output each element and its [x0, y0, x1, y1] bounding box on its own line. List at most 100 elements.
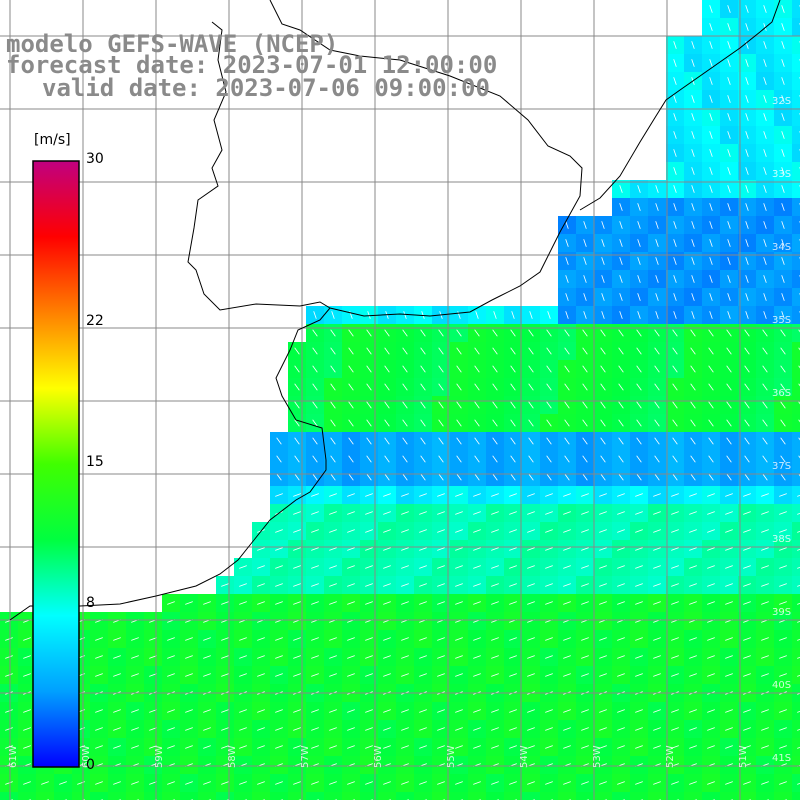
wind-arrow	[294, 365, 300, 373]
wind-arrow	[725, 511, 733, 515]
wind-arrow	[761, 727, 769, 731]
wind-arrow	[203, 637, 211, 641]
wind-arrow	[709, 257, 713, 265]
wind-arrow	[743, 583, 751, 587]
wind-arrow	[401, 655, 409, 659]
colorbar	[32, 160, 80, 768]
wind-arrow	[275, 745, 283, 749]
wind-arrow	[491, 709, 499, 713]
wind-arrow	[691, 221, 695, 229]
wind-arrow	[311, 781, 319, 785]
wind-arrow	[437, 565, 445, 569]
wind-cell	[792, 18, 800, 36]
wind-cell	[792, 306, 800, 324]
longitude-label: 56W	[373, 745, 384, 768]
wind-arrow	[743, 655, 751, 659]
wind-arrow	[401, 493, 409, 497]
wind-arrow	[707, 673, 715, 677]
wind-arrow	[348, 347, 354, 355]
wind-arrow	[131, 709, 139, 713]
wind-arrow	[636, 365, 642, 373]
wind-arrow	[402, 383, 408, 391]
wind-arrow	[673, 77, 677, 85]
wind-arrow	[275, 529, 283, 533]
wind-cell	[612, 792, 630, 800]
wind-arrow	[599, 709, 607, 713]
wind-arrow	[635, 637, 643, 641]
wind-arrow	[779, 673, 787, 677]
wind-arrow	[293, 529, 301, 533]
wind-arrow	[797, 656, 800, 659]
wind-arrow	[725, 655, 733, 659]
wind-arrow	[673, 113, 677, 121]
wind-arrow	[709, 311, 713, 319]
wind-arrow	[475, 311, 479, 319]
wind-arrow	[113, 781, 121, 785]
colorbar-gradient	[32, 160, 80, 768]
wind-arrow	[491, 493, 499, 497]
wind-arrow	[528, 347, 534, 355]
wind-cell	[792, 126, 800, 144]
wind-arrow	[95, 781, 103, 785]
wind-arrow	[707, 781, 715, 785]
wind-arrow	[619, 203, 623, 211]
wind-arrow	[257, 565, 265, 569]
wind-arrow	[637, 311, 641, 319]
wind-arrow	[348, 383, 354, 391]
wind-cell	[792, 108, 800, 126]
wind-cell	[792, 90, 800, 108]
wind-arrow	[239, 565, 247, 569]
wind-cell	[792, 558, 800, 576]
wind-arrow	[437, 673, 445, 677]
wind-arrow	[745, 23, 749, 31]
wind-arrow	[726, 383, 732, 391]
wind-arrow	[583, 257, 587, 265]
wind-arrow	[725, 529, 733, 533]
wind-arrow	[709, 41, 713, 49]
wind-arrow	[491, 565, 499, 569]
wind-arrow	[780, 347, 786, 355]
wind-arrow	[781, 5, 785, 13]
wind-arrow	[617, 781, 625, 785]
wind-arrow	[545, 781, 553, 785]
wind-arrow	[690, 437, 696, 445]
wind-arrow	[329, 709, 337, 713]
wind-arrow	[347, 673, 355, 677]
wind-arrow	[528, 365, 534, 373]
wind-arrow	[781, 149, 785, 157]
wind-arrow	[727, 311, 731, 319]
colorbar-tick-label: 30	[86, 151, 104, 167]
wind-arrow	[510, 329, 516, 337]
wind-arrow	[492, 347, 498, 355]
wind-arrow	[725, 727, 733, 731]
wind-arrow	[690, 347, 696, 355]
wind-arrow	[509, 583, 517, 587]
wind-arrow	[797, 692, 800, 695]
wind-arrow	[419, 529, 427, 533]
wind-arrow	[798, 437, 800, 441]
wind-arrow	[743, 529, 751, 533]
wind-cell	[792, 162, 800, 180]
wind-arrow	[653, 745, 661, 749]
wind-arrow	[257, 547, 265, 551]
wind-arrow	[636, 455, 642, 463]
wind-cell	[18, 792, 36, 800]
wind-arrow	[329, 637, 337, 641]
wind-arrow	[601, 275, 605, 283]
wind-arrow	[583, 293, 587, 301]
wind-arrow	[779, 511, 787, 515]
wind-arrow	[582, 473, 588, 481]
wind-arrow	[437, 493, 445, 497]
wind-arrow	[762, 419, 768, 427]
wind-arrow	[473, 583, 481, 587]
wind-arrow	[672, 383, 678, 391]
wind-arrow	[745, 311, 749, 319]
wind-arrow	[672, 473, 678, 481]
wind-cell	[144, 792, 162, 800]
wind-arrow	[420, 365, 426, 373]
wind-arrow	[546, 383, 552, 391]
wind-arrow	[365, 781, 373, 785]
wind-arrow	[402, 329, 408, 337]
wind-arrow	[635, 673, 643, 677]
